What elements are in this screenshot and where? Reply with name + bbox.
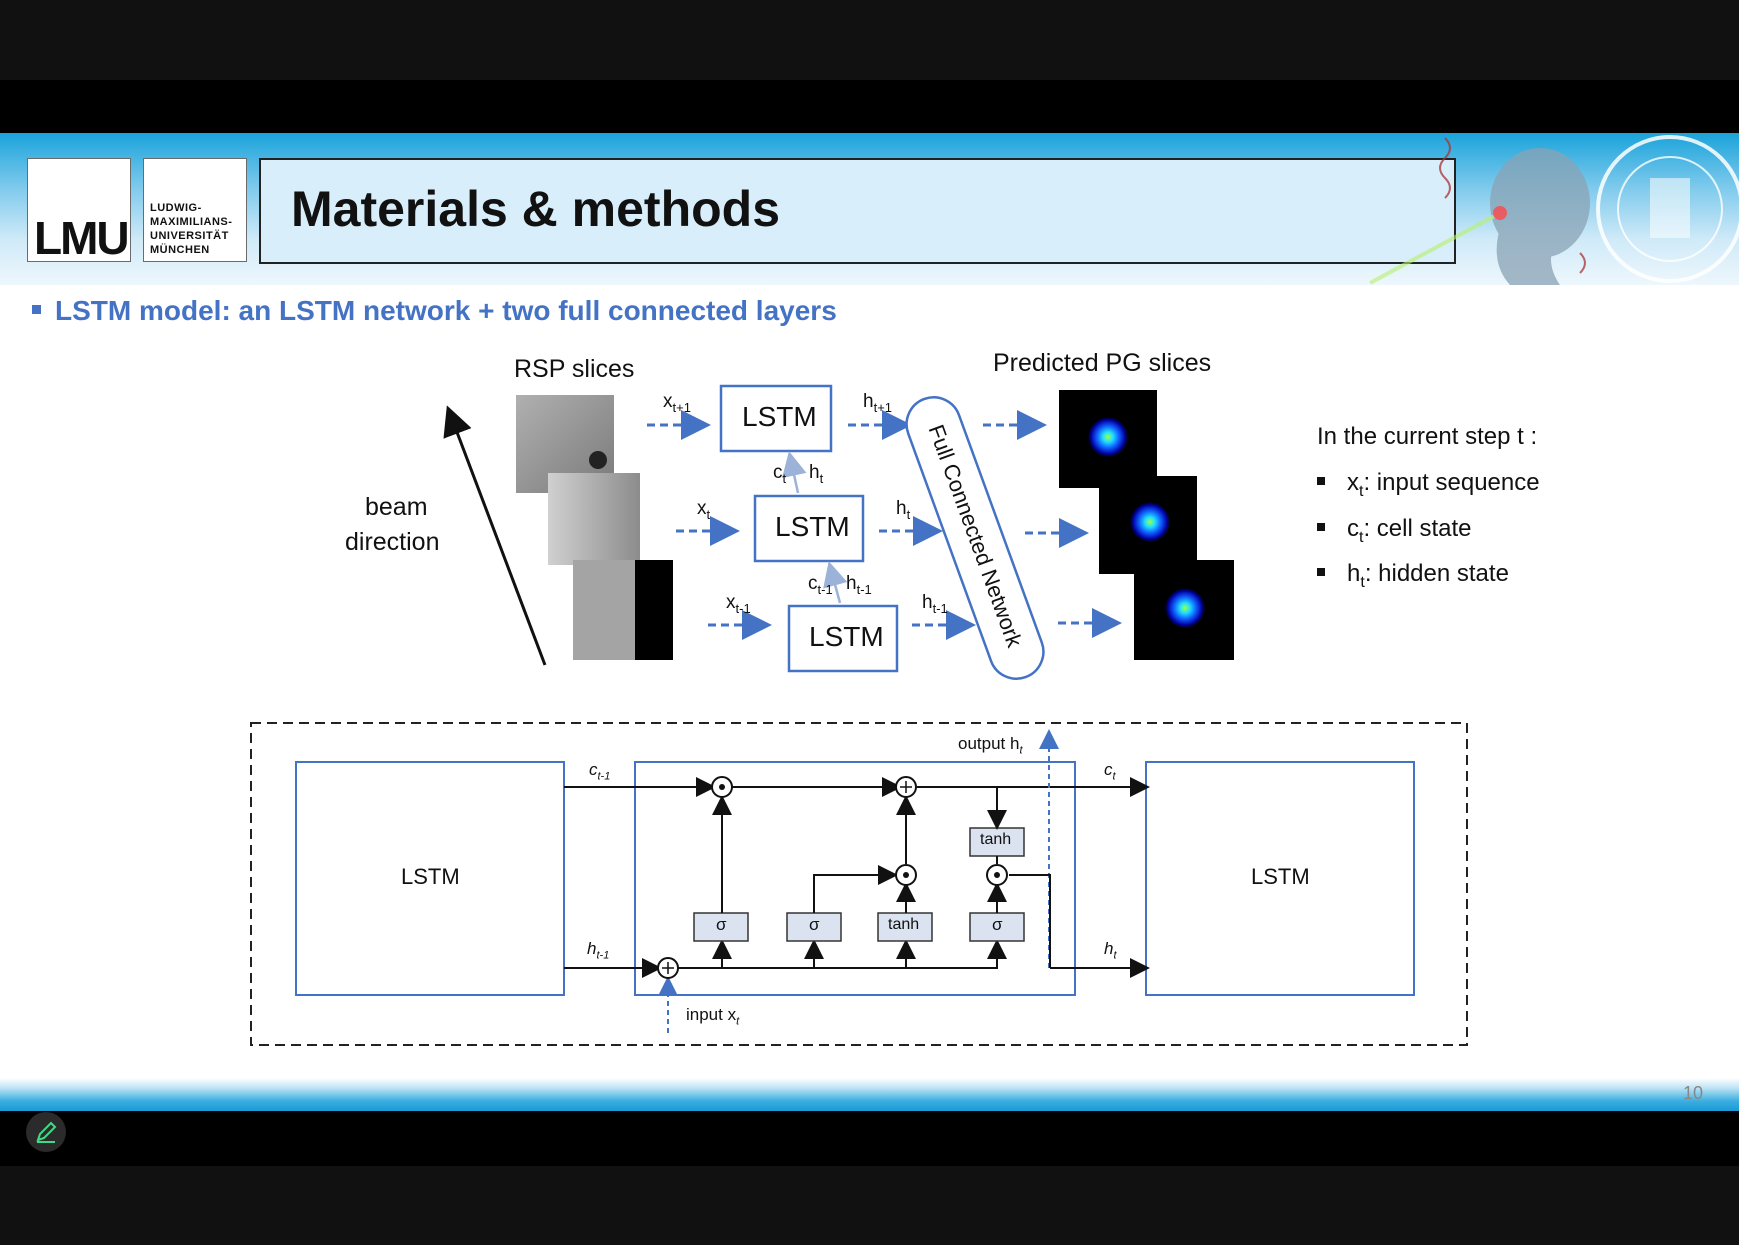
university-name-logo: LUDWIG- MAXIMILIANS- UNIVERSITÄT MÜNCHEN xyxy=(143,158,247,262)
h-prev-state-label: ht-1 xyxy=(846,573,872,597)
c-prev-label: ct-1 xyxy=(808,573,833,597)
slide-footer xyxy=(0,1078,1739,1111)
cell-diagram-frame xyxy=(250,722,1468,1046)
uni-line-3: UNIVERSITÄT xyxy=(150,230,229,242)
title-box: Materials & methods xyxy=(259,158,1456,264)
fcn-pill xyxy=(905,396,1045,680)
main-bullet: LSTM model: an LSTM network + two full c… xyxy=(32,295,837,327)
bottom-black-bar-2 xyxy=(0,1166,1739,1245)
op-add-input xyxy=(657,957,679,979)
beam-label-2: direction xyxy=(345,528,440,556)
rsp-slices-label: RSP slices xyxy=(514,355,635,383)
lstm-top-label: LSTM xyxy=(742,401,817,432)
gate-tanh-1-label: tanh xyxy=(888,916,920,933)
cell-c-prev: ct-1 xyxy=(589,760,611,783)
lmu-logo-mark: LMU xyxy=(34,212,130,264)
note-item-x: xt: input sequence xyxy=(1317,469,1540,501)
slide-title: Materials & methods xyxy=(291,181,781,237)
lstm-box-top xyxy=(719,384,833,453)
rsp-slice-1-feature xyxy=(589,451,607,469)
pg-slices-label: Predicted PG slices xyxy=(993,349,1212,377)
page-number: 10 xyxy=(1682,1083,1703,1103)
state-arrow-lower xyxy=(823,561,848,604)
h-cur-label: ht xyxy=(896,498,911,522)
op-mul-output xyxy=(986,864,1008,886)
op-add-cell xyxy=(895,776,917,798)
cell-h-out: ht xyxy=(1104,939,1117,962)
pen-button[interactable] xyxy=(26,1112,66,1152)
pg-slice-3-spot xyxy=(1165,588,1205,628)
head-illustration xyxy=(1369,137,1590,285)
lstm-mid-label: LSTM xyxy=(775,511,850,542)
slide: LMU LUDWIG- MAXIMILIANS- UNIVERSITÄT MÜN… xyxy=(0,133,1739,1111)
bullet-text: LSTM model: an LSTM network + two full c… xyxy=(55,295,837,326)
cell-right-label: LSTM xyxy=(1251,864,1310,889)
note-bullet-square xyxy=(1317,522,1325,531)
x-prev-label: xt-1 xyxy=(726,592,751,616)
cell-right-box xyxy=(1145,761,1415,996)
cell-mid-box xyxy=(634,761,1076,996)
pg-slice-1-spot xyxy=(1088,417,1128,457)
note-item-c: ct: cell state xyxy=(1317,515,1472,547)
bottom-black-bar xyxy=(0,1111,1739,1166)
beam-direction-arrow xyxy=(443,405,547,666)
h-cur-state-label: ht xyxy=(809,462,824,486)
gate-tanh-2-label: tanh xyxy=(980,831,1012,848)
top-black-bar-2 xyxy=(0,80,1739,133)
gate-sigma-2 xyxy=(786,912,842,942)
note-item-h: ht: hidden state xyxy=(1317,560,1509,592)
slide-header: LMU LUDWIG- MAXIMILIANS- UNIVERSITÄT MÜN… xyxy=(0,133,1739,285)
top-black-bar xyxy=(0,0,1739,80)
top-diagram xyxy=(250,384,1468,1046)
cell-c-out: ct xyxy=(1104,760,1116,783)
rsp-slice-2 xyxy=(548,473,640,565)
lmu-logo: LMU xyxy=(27,158,131,264)
university-seal xyxy=(1596,135,1739,283)
uni-line-2: MAXIMILIANS- xyxy=(150,216,233,228)
cell-input-label: input xt xyxy=(686,1005,740,1028)
cell-output-label: output ht xyxy=(958,734,1023,757)
h-next-label: ht+1 xyxy=(863,391,893,415)
gate-sigma-3 xyxy=(969,912,1025,942)
gate-sigma-3-label: σ xyxy=(992,915,1003,934)
conn-mul-hout xyxy=(1009,874,1051,968)
rsp-slice-3-dark xyxy=(635,560,673,660)
x-cur-label: xt xyxy=(697,498,711,522)
pen-icon xyxy=(36,1121,57,1143)
lstm-box-mid xyxy=(753,494,865,563)
gate-sigma-2-label: σ xyxy=(809,915,820,934)
note-bullet-square xyxy=(1317,567,1325,576)
gate-sigma-1-label: σ xyxy=(716,915,727,934)
cell-left-box xyxy=(295,761,565,996)
lstm-bot-label: LSTM xyxy=(809,621,884,652)
lstm-box-bot xyxy=(787,604,899,673)
op-mul-input xyxy=(895,864,917,886)
x-next-label: xt+1 xyxy=(663,391,691,415)
h-prev-label: ht-1 xyxy=(922,592,948,616)
gate-sigma-1 xyxy=(693,912,749,942)
header-decoration xyxy=(1369,135,1739,285)
cell-left-label: LSTM xyxy=(401,864,460,889)
note-bullet-square xyxy=(1317,476,1325,485)
beam-label-1: beam xyxy=(365,493,428,521)
c-cur-label: ct xyxy=(773,462,787,486)
cell-h-prev: ht-1 xyxy=(587,939,610,962)
op-mul-forget xyxy=(711,776,733,798)
uni-line-1: LUDWIG- xyxy=(150,202,202,214)
notes-heading: In the current step t : xyxy=(1317,423,1538,450)
conn-g2-mul xyxy=(813,865,898,913)
uni-line-4: MÜNCHEN xyxy=(150,244,210,256)
gate-tanh-1 xyxy=(877,912,933,942)
bullet-square xyxy=(32,305,41,315)
pg-slice-2-spot xyxy=(1130,502,1170,542)
state-arrow-upper xyxy=(782,451,807,494)
